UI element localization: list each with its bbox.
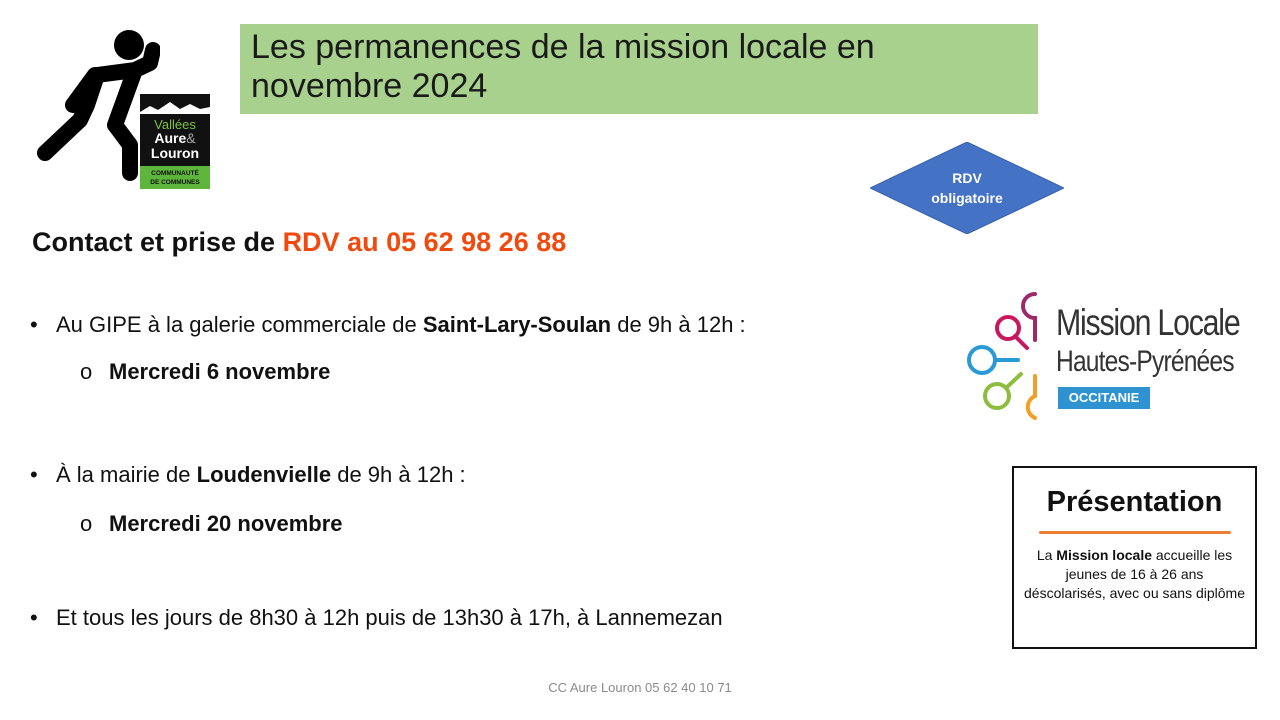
rdv-diamond-shape	[870, 142, 1064, 234]
mission-locale-region: Hautes-Pyrénées	[1056, 345, 1235, 378]
mission-locale-name: Mission Locale	[1056, 302, 1241, 343]
rdv-badge-line: obligatoire	[931, 190, 1003, 206]
slide-title: Les permanences de la mission locale en …	[240, 24, 1038, 114]
logo-text: &	[186, 130, 196, 146]
presentation-bold: Mission locale	[1056, 547, 1152, 563]
logo-text: Aure	[154, 130, 187, 146]
bullet-item: • Et tous les jours de 8h30 à 12h puis de…	[30, 605, 723, 630]
running-person-icon	[37, 30, 160, 181]
logo-text: DE COMMUNES	[150, 179, 200, 186]
presentation-box: Présentation La Mission locale accueille…	[1012, 466, 1257, 649]
logo-text: COMMUNAUTÉ	[151, 170, 199, 177]
bullet-location: Loudenvielle	[196, 462, 332, 487]
sub-bullet-date: Mercredi 6 novembre	[109, 359, 331, 384]
rdv-badge-text: RDV obligatoire	[870, 168, 1064, 208]
bullet-item: • À la mairie de Loudenvielle de 9h à 12h…	[30, 462, 466, 487]
divider	[1038, 531, 1231, 534]
mission-locale-logo-icon	[967, 292, 1037, 420]
sub-bullet-date: Mercredi 20 novembre	[109, 511, 343, 536]
bullet-item: • Au GIPE à la galerie commerciale de Sai…	[30, 312, 746, 337]
bullet-text: de 9h à 12h :	[331, 462, 466, 487]
bullet-location: Saint-Lary-Soulan	[422, 312, 612, 337]
bullet-text: de 9h à 12h :	[611, 312, 746, 337]
bullet-text: Au GIPE à la galerie commerciale de	[56, 312, 423, 337]
sub-bullet-item: o Mercredi 20 novembre	[80, 511, 343, 536]
rdv-badge-line: RDV	[952, 170, 982, 186]
bullet-text: Et tous les jours de 8h30 à 12h puis de …	[56, 605, 723, 630]
presentation-body: La Mission locale accueille les jeunes d…	[1014, 546, 1255, 603]
bullet-text: À la mairie de	[56, 462, 197, 487]
presentation-text: La	[1036, 547, 1057, 563]
presentation-text: accueille les jeunes de 16 à 26 ans désc…	[1024, 547, 1246, 601]
sub-bullet-item: o Mercredi 6 novembre	[80, 359, 331, 384]
contact-heading: Contact et prise de RDV au 05 62 98 26 8…	[32, 227, 566, 258]
logo-text: Vallées	[154, 117, 196, 132]
contact-prefix: Contact et prise de	[32, 227, 283, 257]
occitanie-badge: OCCITANIE	[1058, 387, 1150, 409]
presentation-heading: Présentation	[1046, 486, 1223, 518]
contact-phone: RDV au 05 62 98 26 88	[282, 227, 567, 257]
footer-contact: CC Aure Louron 05 62 40 10 71	[548, 680, 732, 695]
vallees-aure-louron-logo: Vallées Aure& Louron COMMUNAUTÉ DE COMMUN…	[140, 94, 210, 189]
logo-text: Louron	[150, 145, 200, 161]
mountains-icon	[140, 102, 210, 114]
